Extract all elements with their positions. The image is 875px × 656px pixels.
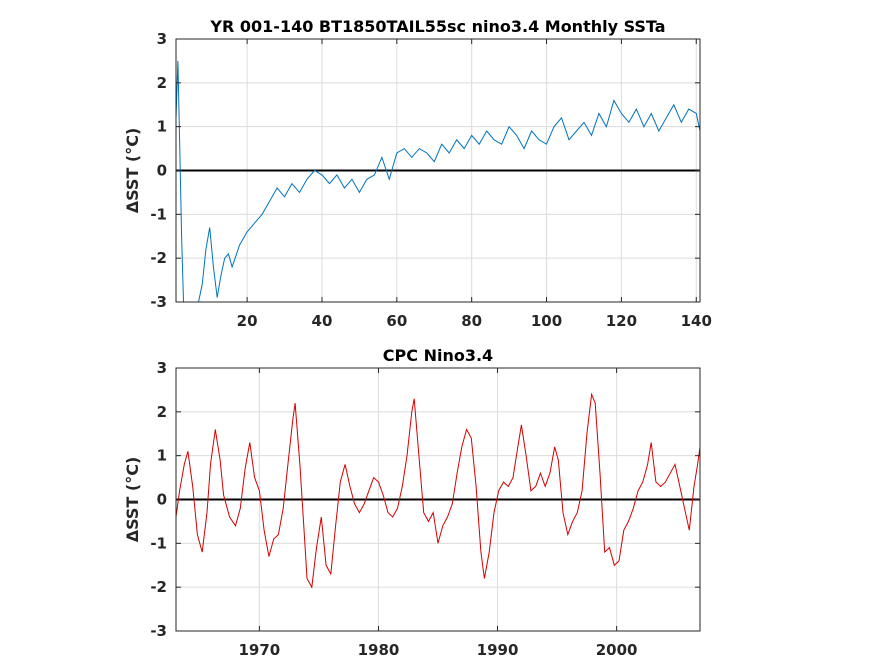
x-tick-label: 60 — [386, 312, 407, 330]
y-tick-label: -2 — [150, 578, 167, 596]
series-line — [176, 60, 700, 302]
x-tick-label: 100 — [531, 312, 562, 330]
top-chart: 20 40 60 80 100 120 140 -3 -2 -1 0 1 2 3 YR 001-140 BT… — [123, 17, 712, 330]
y-tick-label: 2 — [157, 403, 167, 421]
y-tick-label: -2 — [150, 249, 167, 267]
x-tick-label: 1990 — [477, 641, 519, 656]
x-tick-label: 1970 — [238, 641, 280, 656]
x-tick-label: 80 — [461, 312, 482, 330]
y-tick-label: 0 — [157, 162, 167, 180]
y-tick-label: 1 — [157, 118, 167, 136]
y-tick-label: 0 — [157, 491, 167, 509]
y-tick-label: -1 — [150, 534, 167, 552]
y-tick-label: -1 — [150, 205, 167, 223]
y-tick-label: -3 — [150, 622, 167, 640]
y-tick-label: 1 — [157, 447, 167, 465]
x-tick-label: 2000 — [596, 641, 638, 656]
chart-title: YR 001-140 BT1850TAIL55sc nino3.4 Monthl… — [209, 17, 665, 36]
series-line — [176, 392, 700, 589]
y-axis-label: ΔSST (°C) — [123, 457, 142, 543]
y-tick-label: 3 — [157, 359, 167, 377]
x-tick-label: 1980 — [358, 641, 400, 656]
y-tick-label: 3 — [157, 30, 167, 48]
y-tick-label: -3 — [150, 293, 167, 311]
y-axis-label: ΔSST (°C) — [123, 128, 142, 214]
y-tick-label: 2 — [157, 74, 167, 92]
x-tick-label: 120 — [606, 312, 637, 330]
x-tick-label: 140 — [681, 312, 712, 330]
x-tick-label: 20 — [237, 312, 258, 330]
x-tick-label: 40 — [312, 312, 333, 330]
bottom-chart: 1970 1980 1990 2000 -3 -2 -1 0 1 2 3 CPC Nino3.4 ΔSS… — [123, 346, 701, 656]
chart-title: CPC Nino3.4 — [383, 346, 493, 365]
